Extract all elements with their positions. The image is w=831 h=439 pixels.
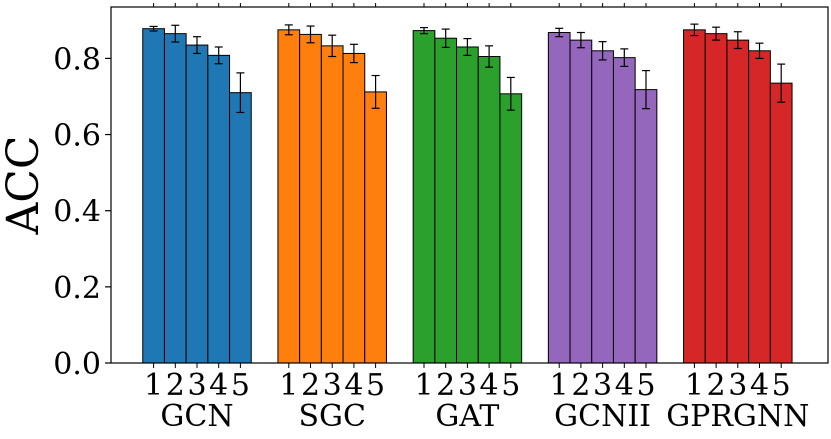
bar-gcnii-3 bbox=[591, 50, 614, 364]
y-axis-title: ACC bbox=[0, 135, 49, 235]
y-tick-label: 0.6 bbox=[53, 119, 101, 154]
x-tick-label: 2 bbox=[436, 368, 455, 403]
x-tick-label: 5 bbox=[231, 368, 250, 403]
bar-gcn-1 bbox=[142, 28, 165, 364]
group-label-gat: GAT bbox=[435, 399, 499, 434]
plot-frame bbox=[110, 6, 829, 364]
x-tick-label: 1 bbox=[144, 368, 163, 403]
bar-gat-2 bbox=[434, 37, 458, 364]
bar-gprgnn-3 bbox=[726, 39, 750, 364]
bar-sgc-1 bbox=[277, 29, 301, 364]
bar-gat-3 bbox=[456, 46, 479, 364]
group-label-gcn: GCN bbox=[160, 399, 233, 434]
x-tick-label: 4 bbox=[480, 368, 499, 403]
bar-gcn-2 bbox=[163, 33, 187, 364]
x-tick-label: 4 bbox=[615, 368, 634, 403]
x-tick-label: 3 bbox=[187, 368, 206, 403]
group-label-gcnii: GCNII bbox=[554, 399, 651, 434]
bar-gcnii-4 bbox=[612, 57, 636, 364]
bar-gcn-5 bbox=[229, 92, 252, 364]
bar-gcnii-5 bbox=[634, 89, 658, 364]
x-tick-label: 3 bbox=[323, 368, 342, 403]
bar-gat-4 bbox=[477, 56, 501, 364]
bar-gprgnn-5 bbox=[769, 82, 793, 364]
bar-gat-1 bbox=[412, 30, 436, 364]
x-tick-label: 1 bbox=[685, 368, 704, 403]
x-tick-label: 5 bbox=[366, 368, 385, 403]
x-tick-label: 4 bbox=[750, 368, 769, 403]
bar-gprgnn-1 bbox=[683, 29, 706, 364]
y-tick-label: 0.8 bbox=[53, 42, 101, 77]
x-tick-label: 5 bbox=[772, 368, 791, 403]
x-tick-label: 1 bbox=[414, 368, 433, 403]
group-label-gprgnn: GPRGNN bbox=[666, 399, 809, 434]
x-tick-label: 1 bbox=[550, 368, 569, 403]
bar-gat-5 bbox=[499, 93, 523, 364]
bar-gcn-3 bbox=[185, 44, 209, 364]
bar-gcnii-1 bbox=[547, 32, 571, 364]
y-tick-label: 0.4 bbox=[53, 195, 101, 230]
bar-sgc-3 bbox=[320, 45, 344, 364]
x-tick-label: 5 bbox=[501, 368, 520, 403]
x-tick-label: 3 bbox=[458, 368, 477, 403]
bar-gcn-4 bbox=[207, 54, 231, 364]
y-tick-label: 0.0 bbox=[53, 347, 101, 382]
x-tick-label: 2 bbox=[166, 368, 185, 403]
bar-sgc-4 bbox=[342, 52, 366, 364]
bars-layer bbox=[142, 23, 793, 364]
bar-gcnii-2 bbox=[569, 39, 593, 364]
bar-gprgnn-2 bbox=[704, 33, 728, 364]
bar-gprgnn-4 bbox=[748, 50, 771, 364]
bar-sgc-2 bbox=[299, 33, 322, 364]
x-tick-label: 4 bbox=[209, 368, 228, 403]
x-tick-label: 2 bbox=[571, 368, 590, 403]
x-tick-label: 2 bbox=[707, 368, 726, 403]
x-tick-label: 5 bbox=[636, 368, 655, 403]
x-tick-label: 2 bbox=[301, 368, 320, 403]
x-tick-label: 3 bbox=[593, 368, 612, 403]
x-tick-label: 3 bbox=[728, 368, 747, 403]
group-label-sgc: SGC bbox=[298, 399, 365, 434]
x-tick-label: 1 bbox=[279, 368, 298, 403]
y-tick-label: 0.2 bbox=[53, 271, 101, 306]
bar-sgc-5 bbox=[364, 91, 387, 364]
x-tick-label: 4 bbox=[344, 368, 363, 403]
